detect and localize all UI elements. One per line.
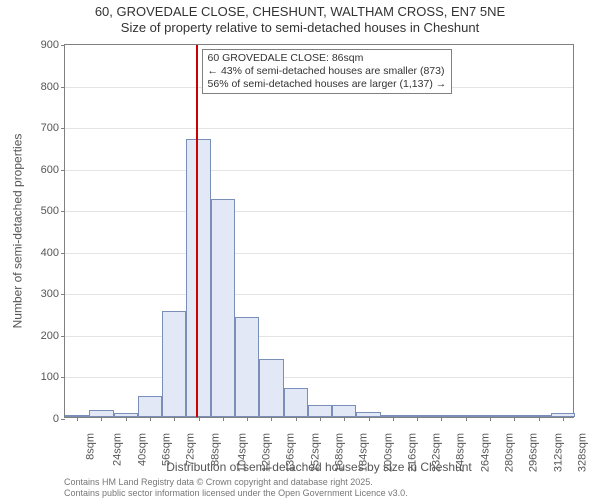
footer-line2: Contains public sector information licen… bbox=[64, 488, 408, 498]
x-tick-mark bbox=[271, 417, 272, 421]
histogram-bar bbox=[162, 311, 186, 417]
y-tick-label: 100 bbox=[41, 371, 65, 383]
x-tick-mark bbox=[344, 417, 345, 421]
x-tick-mark bbox=[223, 417, 224, 421]
x-tick-mark bbox=[77, 417, 78, 421]
gridline-h bbox=[65, 253, 573, 254]
y-tick-label: 400 bbox=[41, 247, 65, 259]
x-tick-mark bbox=[296, 417, 297, 421]
gridline-h bbox=[65, 336, 573, 337]
histogram-bar bbox=[89, 410, 113, 417]
histogram-bar bbox=[332, 405, 356, 417]
y-tick-label: 500 bbox=[41, 205, 65, 217]
histogram-bar bbox=[259, 359, 283, 417]
y-tick-label: 600 bbox=[41, 164, 65, 176]
x-axis-label: Distribution of semi-detached houses by … bbox=[64, 460, 574, 474]
x-tick-mark bbox=[101, 417, 102, 421]
x-tick-mark bbox=[539, 417, 540, 421]
x-tick-mark bbox=[393, 417, 394, 421]
x-tick-mark bbox=[126, 417, 127, 421]
y-tick-label: 0 bbox=[53, 413, 65, 425]
annotation-line3: 56% of semi-detached houses are larger (… bbox=[208, 78, 447, 91]
x-tick-label: 328sqm bbox=[576, 433, 588, 472]
histogram-bar bbox=[284, 388, 308, 417]
x-tick-mark bbox=[199, 417, 200, 421]
y-tick-label: 700 bbox=[41, 122, 65, 134]
x-tick-mark bbox=[247, 417, 248, 421]
y-tick-label: 300 bbox=[41, 288, 65, 300]
x-tick-label: 8sqm bbox=[85, 433, 97, 460]
histogram-bar bbox=[308, 405, 332, 417]
gridline-h bbox=[65, 170, 573, 171]
x-tick-mark bbox=[514, 417, 515, 421]
gridline-h bbox=[65, 128, 573, 129]
x-tick-mark bbox=[466, 417, 467, 421]
y-axis-label: Number of semi-detached properties bbox=[10, 44, 24, 418]
x-tick-mark bbox=[369, 417, 370, 421]
reference-line bbox=[196, 45, 198, 417]
annotation-box: 60 GROVEDALE CLOSE: 86sqm← 43% of semi-d… bbox=[202, 49, 453, 94]
histogram-bar bbox=[186, 139, 210, 417]
x-tick-mark bbox=[490, 417, 491, 421]
x-tick-mark bbox=[563, 417, 564, 421]
x-tick-mark bbox=[174, 417, 175, 421]
x-tick-mark bbox=[417, 417, 418, 421]
chart-title: 60, GROVEDALE CLOSE, CHESHUNT, WALTHAM C… bbox=[0, 0, 600, 37]
histogram-bar bbox=[235, 317, 259, 417]
annotation-line2: ← 43% of semi-detached houses are smalle… bbox=[208, 65, 447, 78]
gridline-h bbox=[65, 377, 573, 378]
histogram-bar bbox=[138, 396, 162, 417]
gridline-h bbox=[65, 294, 573, 295]
gridline-h bbox=[65, 211, 573, 212]
annotation-line1: 60 GROVEDALE CLOSE: 86sqm bbox=[208, 52, 447, 65]
y-tick-label: 200 bbox=[41, 330, 65, 342]
x-tick-mark bbox=[441, 417, 442, 421]
histogram-bar bbox=[211, 199, 235, 417]
title-line1: 60, GROVEDALE CLOSE, CHESHUNT, WALTHAM C… bbox=[0, 4, 600, 20]
chart-footer: Contains HM Land Registry data © Crown c… bbox=[64, 477, 408, 498]
plot-area: 01002003004005006007008009008sqm24sqm40s… bbox=[64, 44, 574, 418]
x-tick-mark bbox=[320, 417, 321, 421]
footer-line1: Contains HM Land Registry data © Crown c… bbox=[64, 477, 408, 487]
x-tick-mark bbox=[150, 417, 151, 421]
title-line2: Size of property relative to semi-detach… bbox=[0, 20, 600, 36]
y-tick-label: 800 bbox=[41, 81, 65, 93]
y-tick-label: 900 bbox=[41, 39, 65, 51]
